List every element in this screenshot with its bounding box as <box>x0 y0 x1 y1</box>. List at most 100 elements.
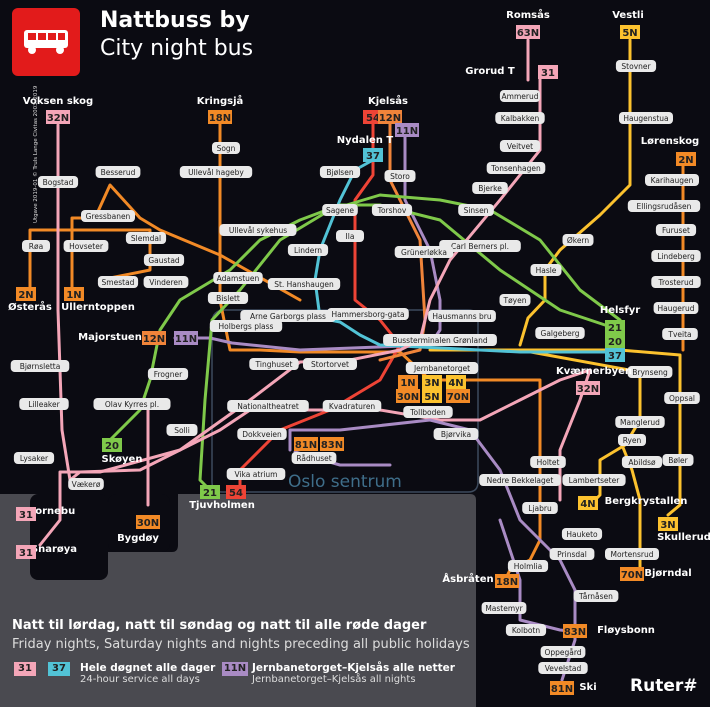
stop-name: Abildsø <box>628 458 656 467</box>
stop-56: Kvadraturen <box>322 400 382 412</box>
terminal-name: Majorstuen <box>78 332 142 343</box>
svg-text:21: 21 <box>608 323 622 334</box>
stop-61: Vika atrium <box>226 468 286 480</box>
route-line-37 <box>313 158 622 354</box>
stop-name: Olav Kyrres pl. <box>105 400 159 409</box>
jernbanetorget-badge-30N: 30N <box>396 389 420 403</box>
badge-31: 31 <box>538 65 558 79</box>
stop-18: Haugerud <box>653 302 699 314</box>
stop-name: Bøler <box>668 456 688 465</box>
legend-chip-31: 31 <box>14 662 36 676</box>
stop-name: Ullevål hageby <box>188 168 244 177</box>
stop-name: Arne Garborgs plass <box>250 312 326 321</box>
terminal-name: Lørenskog <box>641 136 699 147</box>
stop-67: Ryen <box>618 434 646 446</box>
stop-41: Vinderen <box>143 276 189 288</box>
stop-name: Lilleaker <box>28 400 60 409</box>
stop-name: Tveita <box>667 330 691 339</box>
stop-39: Gaustad <box>143 254 185 266</box>
legend-night: Jernbanetorget–Kjelsås alle netter Jernb… <box>252 662 455 685</box>
stop-name: Ellingsrudåsen <box>637 202 692 211</box>
stop-name: Sagene <box>326 206 354 215</box>
badge-4N: 4N <box>578 496 598 510</box>
stop-name: Haugerud <box>658 304 695 313</box>
stop-12: Haugenstua <box>619 112 673 124</box>
stop-28: Torshov <box>371 204 413 216</box>
terminal-name: Bjørndal <box>644 568 691 579</box>
stop-name: Røa <box>29 242 43 251</box>
svg-text:31: 31 <box>541 68 555 79</box>
stop-name: Hausmanns bru <box>432 312 491 321</box>
stop-name: Lysaker <box>20 454 49 463</box>
svg-text:5N: 5N <box>424 392 439 403</box>
stop-name: Brynseng <box>632 368 668 377</box>
stop-5: Sinsen <box>458 204 494 216</box>
svg-text:37: 37 <box>608 351 622 362</box>
terminal-nydalen: Nydalen T 37 <box>337 135 393 162</box>
stop-77: Tårnåsen <box>573 590 619 602</box>
radhuset-badge-83N: 83N <box>320 437 344 451</box>
svg-text:32N: 32N <box>47 113 69 124</box>
stop-45: Hausmanns bru <box>428 310 496 322</box>
stop-62: Lysaker <box>13 452 55 464</box>
stop-name: Nationaltheatret <box>237 402 299 411</box>
stop-name: Tonsenhagen <box>490 164 541 173</box>
svg-text:83N: 83N <box>564 627 586 638</box>
legend-heading: Natt til lørdag, natt til søndag og natt… <box>12 618 427 633</box>
stop-name: Mastemyr <box>485 604 523 613</box>
badge-2N: 2N <box>676 152 696 166</box>
stop-name: Dokkveien <box>242 430 282 439</box>
terminal-asbraten: Åsbråten 18N <box>442 572 519 588</box>
jernbanetorget-badge-4N: 4N <box>446 375 466 389</box>
stop-82: Mortensrud <box>605 548 659 560</box>
radhuset-badge-81N: 81N <box>294 437 318 451</box>
badge-54: 54 <box>226 485 246 499</box>
stop-name: Bislett <box>216 294 240 303</box>
stop-name: Bussterminalen Grønland <box>392 336 487 345</box>
badge-20: 20 <box>102 438 122 452</box>
stop-6: Carl Berners pl. <box>439 240 521 252</box>
terminal-vestli: Vestli 5N <box>612 10 644 39</box>
badge-30N: 30N <box>136 515 160 529</box>
stop-70: Holtet <box>530 456 566 468</box>
stop-name: Bjerke <box>478 184 502 193</box>
stop-name: Manglerud <box>620 418 660 427</box>
stop-name: Nedre Bekkelaget <box>487 476 554 485</box>
jernbanetorget-badge-5N: 5N <box>422 389 442 403</box>
terminal-ski: Ski 81N <box>550 681 597 695</box>
legend-chip-37: 37 <box>48 662 70 676</box>
badge-83N: 83N <box>563 624 587 638</box>
badge-21: 21 <box>605 320 625 334</box>
stop-46: Bussterminalen Grønland <box>383 334 497 346</box>
badge-5N: 5N <box>620 25 640 39</box>
stop-66: Manglerud <box>615 416 665 428</box>
stop-name: Tøyen <box>503 296 527 305</box>
stop-11: Stovner <box>615 60 657 72</box>
stop-name: Veitvet <box>507 142 533 151</box>
svg-text:1N: 1N <box>400 378 415 389</box>
terminal-name: Romsås <box>506 8 550 21</box>
stop-43: Arne Garborgs plass <box>240 310 336 322</box>
stop-name: Hauketo <box>566 530 598 539</box>
stop-72: Nedre Bekkelaget <box>479 474 561 486</box>
svg-text:63N: 63N <box>517 28 539 39</box>
stop-35: Gressbanen <box>81 210 135 222</box>
edition-credit: Utgave 2019-01 © Truls Lange Civitas 200… <box>33 85 39 223</box>
svg-text:30N: 30N <box>397 392 419 403</box>
stop-2: Veitvet <box>499 140 541 152</box>
svg-text:32N: 32N <box>577 384 599 395</box>
legend-night-text-en: Jernbanetorget–Kjelsås all nights <box>252 674 416 685</box>
stop-4: Bjerke <box>472 182 508 194</box>
stop-name: Ila <box>346 232 355 241</box>
svg-text:20: 20 <box>608 337 622 348</box>
stop-name: Bogstad <box>43 178 74 187</box>
stop-59: Bjørvika <box>433 428 479 440</box>
stop-10: Galgeberg <box>535 327 585 339</box>
terminal-name: Kjelsås <box>368 94 408 107</box>
stop-name: Sinsen <box>464 206 489 215</box>
stop-name: Gaustad <box>148 256 180 265</box>
stop-name: Stortorvet <box>311 360 349 369</box>
stop-name: Bjølsen <box>326 168 353 177</box>
